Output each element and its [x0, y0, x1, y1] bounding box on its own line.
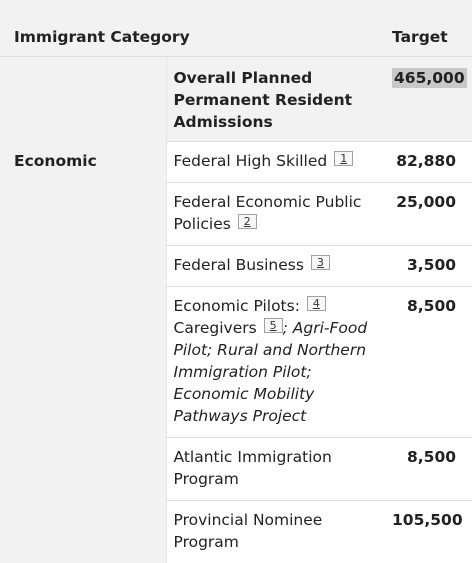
- overall-value: 465,000: [392, 68, 467, 88]
- row-label: Federal High Skilled: [174, 152, 328, 170]
- table-row: Economic Federal High Skilled 1 82,880: [0, 142, 472, 183]
- overall-value-cell: 465,000: [392, 57, 472, 142]
- footnote-ref-link[interactable]: 5: [264, 318, 283, 333]
- overall-category-cell: [0, 57, 166, 142]
- row-label: Economic Pilots:: [174, 297, 300, 315]
- economic-category: Economic: [0, 142, 166, 563]
- row-value: 3,500: [392, 246, 472, 287]
- header-category: Immigrant Category: [0, 0, 392, 57]
- row-name: Atlantic Immigration Program: [166, 438, 392, 501]
- row-label: Federal Economic Public Policies: [174, 193, 362, 233]
- footnote-ref-link[interactable]: 1: [334, 151, 353, 166]
- row-name: Federal Business 3: [166, 246, 392, 287]
- footnote-ref-link[interactable]: 4: [307, 296, 326, 311]
- footnote-ref-link[interactable]: 2: [238, 214, 257, 229]
- row-label-caregivers: Caregivers: [174, 319, 257, 337]
- row-value: 105,500: [392, 501, 472, 563]
- row-value: 8,500: [392, 438, 472, 501]
- row-name: Federal Economic Public Policies 2: [166, 183, 392, 246]
- header-row: Immigrant Category Target: [0, 0, 472, 57]
- row-label: Federal Business: [174, 256, 304, 274]
- row-value: 25,000: [392, 183, 472, 246]
- row-name: Federal High Skilled 1: [166, 142, 392, 183]
- row-name: Provincial Nominee Program: [166, 501, 392, 563]
- overall-label: Overall Planned Permanent Resident Admis…: [166, 57, 392, 142]
- row-value: 82,880: [392, 142, 472, 183]
- overall-row: Overall Planned Permanent Resident Admis…: [0, 57, 472, 142]
- row-value: 8,500: [392, 287, 472, 438]
- header-target: Target: [392, 0, 472, 57]
- footnote-ref-link[interactable]: 3: [311, 255, 330, 270]
